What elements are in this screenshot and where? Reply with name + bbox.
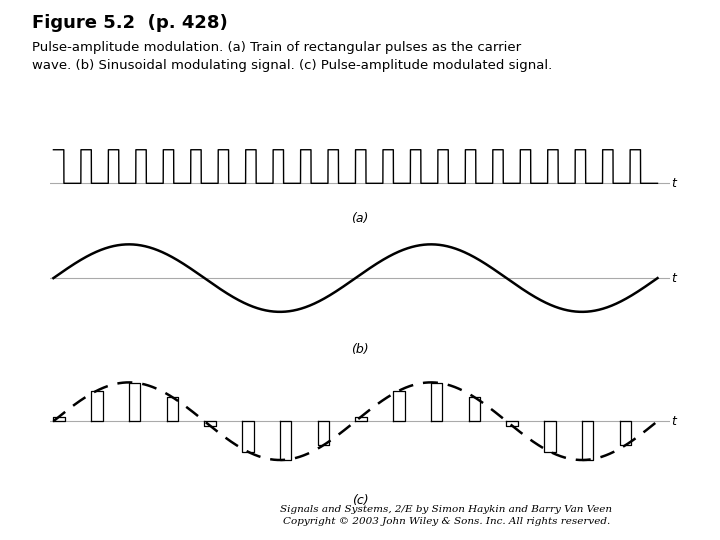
Text: t: t <box>671 177 675 190</box>
Text: Signals and Systems, 2/E by Simon Haykin and Barry Van Veen
Copyright © 2003 Joh: Signals and Systems, 2/E by Simon Haykin… <box>280 505 613 526</box>
Text: (b): (b) <box>351 343 369 356</box>
Text: t: t <box>671 272 675 285</box>
Text: Pulse-amplitude modulation. (a) Train of rectangular pulses as the carrier
wave.: Pulse-amplitude modulation. (a) Train of… <box>32 40 553 72</box>
Text: t: t <box>671 415 675 428</box>
Text: Figure 5.2  (p. 428): Figure 5.2 (p. 428) <box>32 14 228 31</box>
Text: (c): (c) <box>351 495 369 508</box>
Text: (a): (a) <box>351 212 369 225</box>
